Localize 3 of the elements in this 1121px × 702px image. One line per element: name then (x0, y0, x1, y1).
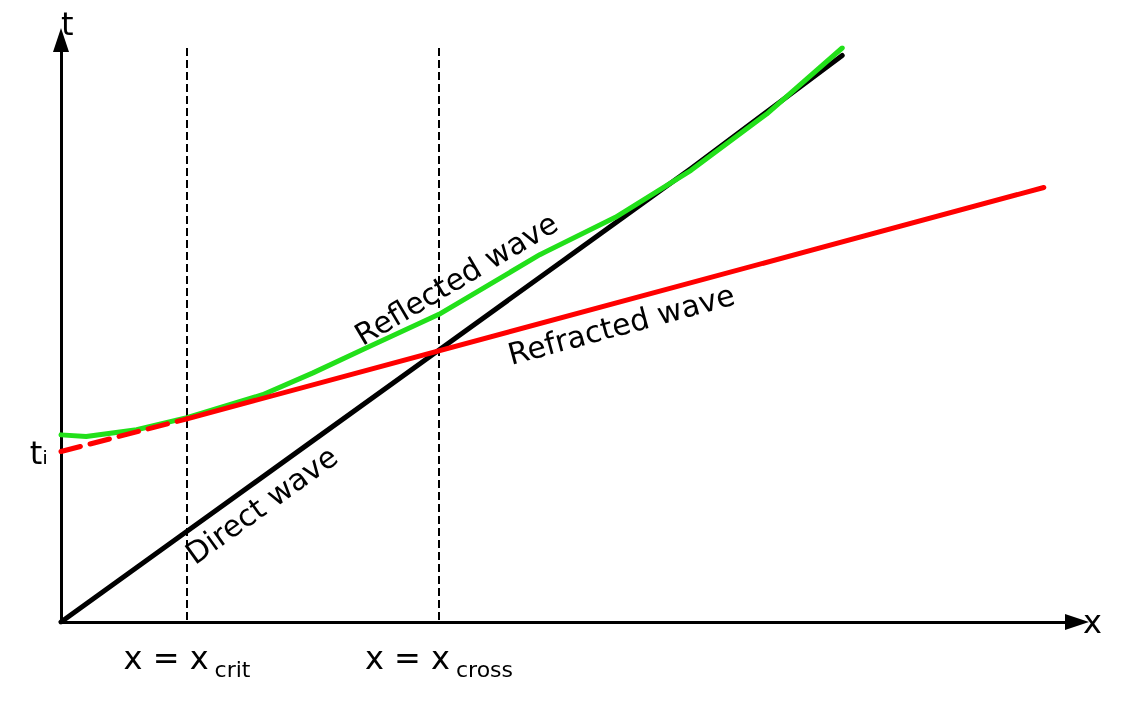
x-axis-title: x (1083, 603, 1102, 641)
text: tᵢ (29, 434, 48, 472)
y-axis-title: t (61, 5, 74, 43)
